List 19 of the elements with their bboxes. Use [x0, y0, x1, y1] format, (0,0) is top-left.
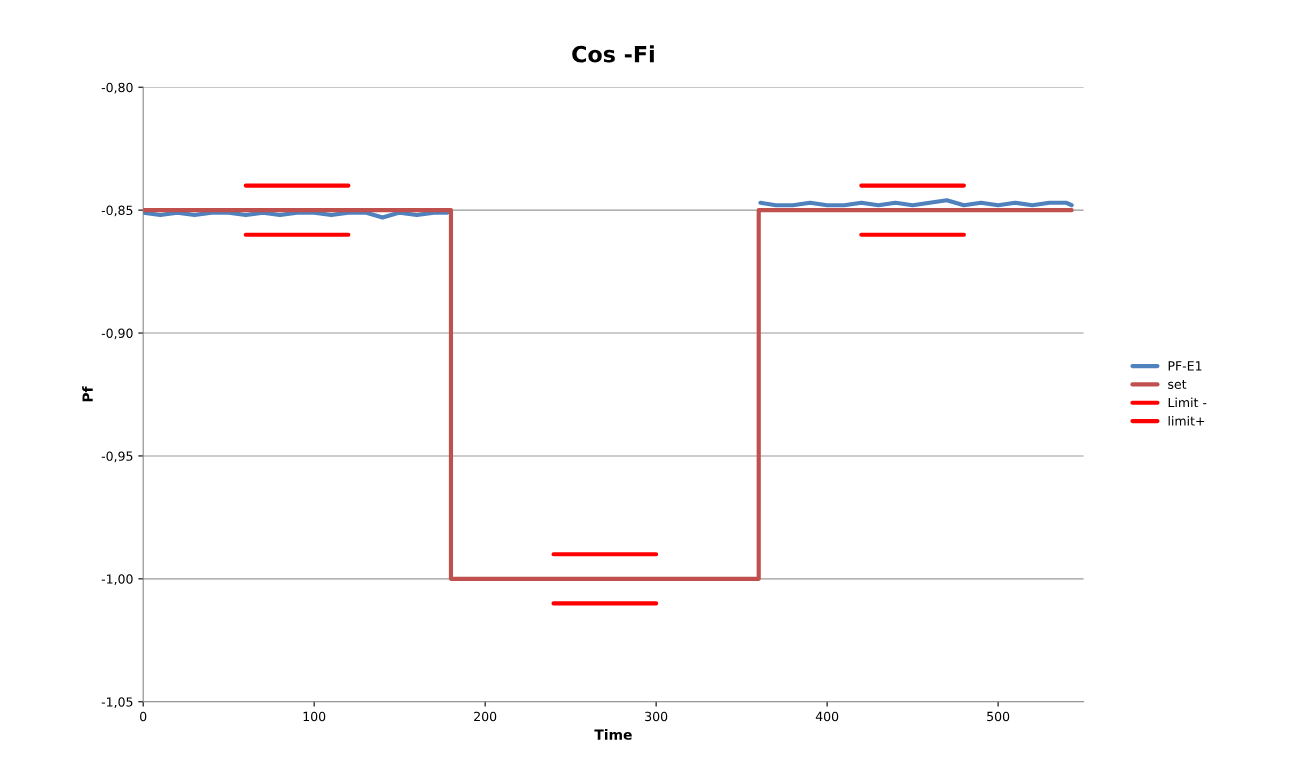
x-tick-label: 200 [474, 711, 497, 722]
y-tick-label: -0,85 [101, 205, 133, 217]
x-tick-label: 0 [140, 711, 147, 722]
x-tick-label: 400 [815, 711, 839, 722]
x-axis-title: Time [594, 729, 632, 740]
legend-label: PF-E1 [1168, 361, 1202, 371]
y-tick-label: -0,80 [101, 82, 133, 94]
y-tick-label: -0,95 [101, 451, 133, 463]
y-tick-label: -1,05 [101, 697, 133, 708]
x-tick-label: 100 [303, 711, 326, 722]
y-axis-title: Pf [82, 386, 93, 402]
x-tick-label: 300 [645, 711, 668, 722]
legend-label: Limit - [1168, 397, 1207, 408]
chart-title: Cos -Fi [572, 45, 654, 63]
y-tick-label: -0,90 [101, 328, 133, 340]
legend-label: limit+ [1168, 415, 1205, 426]
legend-label: set [1168, 379, 1187, 389]
y-tick-label: -1,00 [101, 574, 133, 586]
x-tick-label: 500 [987, 711, 1010, 722]
